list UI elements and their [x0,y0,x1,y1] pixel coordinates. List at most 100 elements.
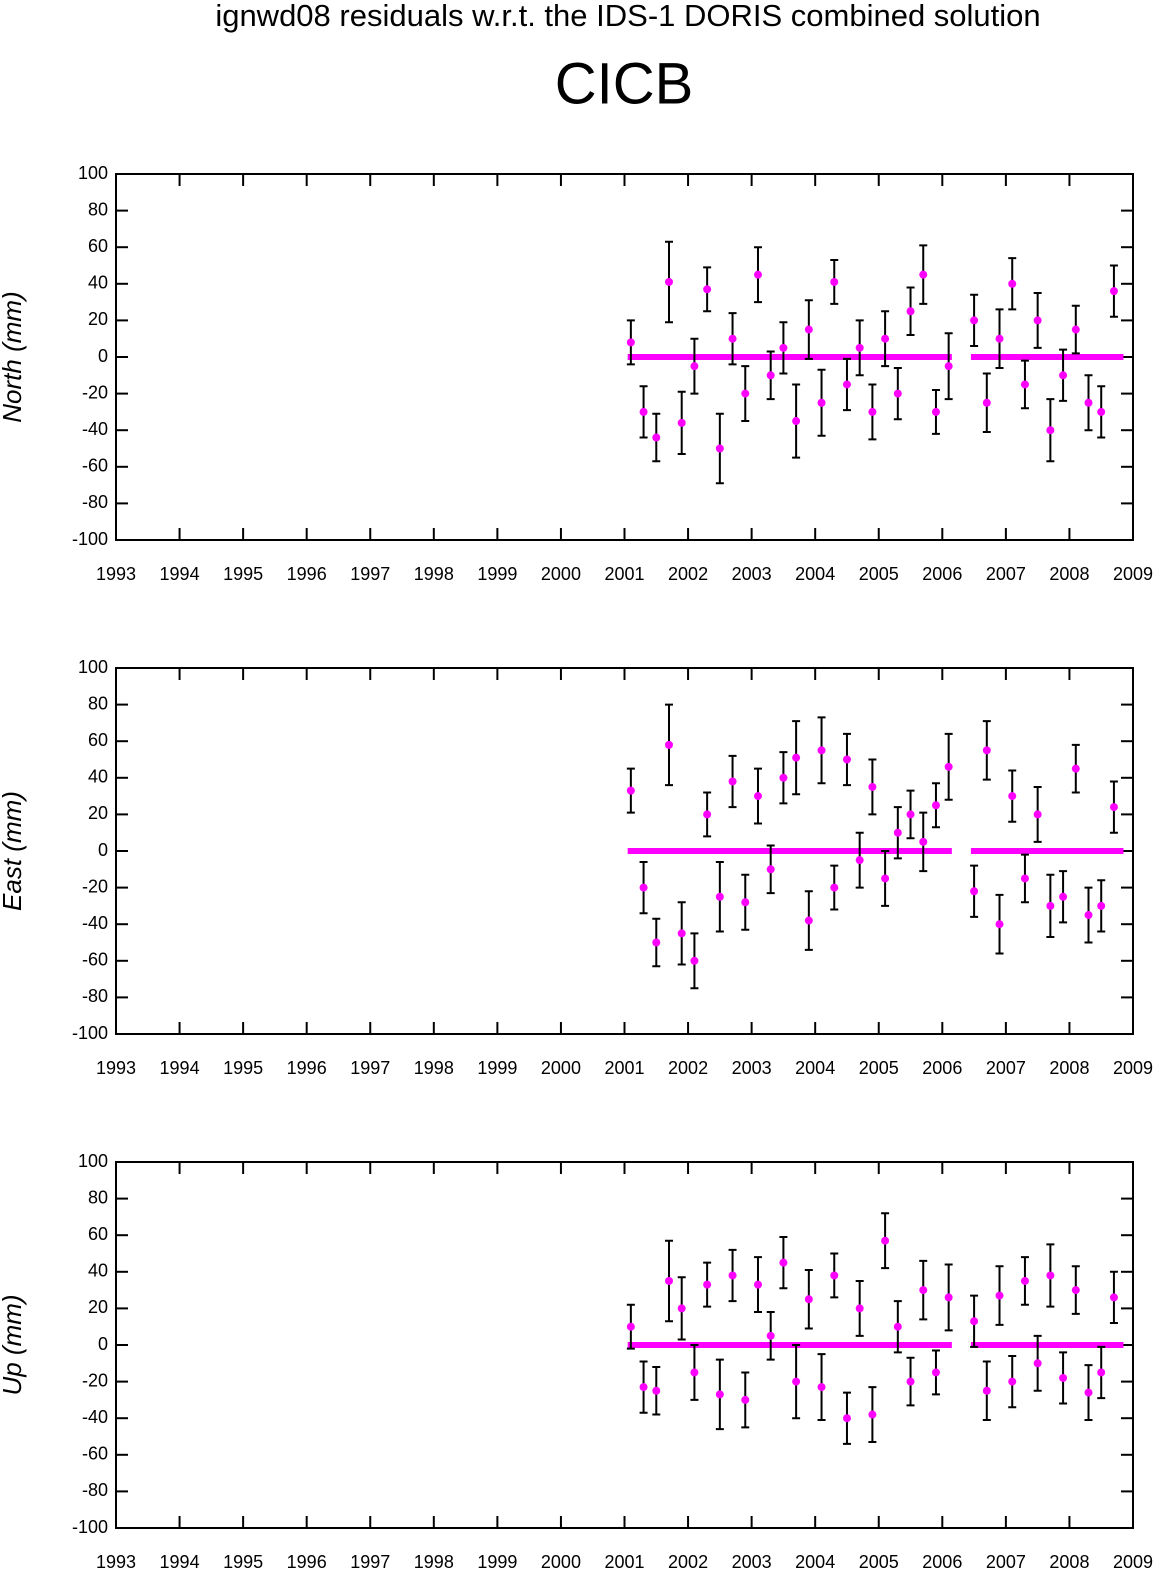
point [817,398,826,407]
point [766,1331,775,1340]
point [817,1383,826,1392]
point [868,782,877,791]
x-tick-label: 2004 [795,1058,835,1078]
point [690,1368,699,1377]
point [1008,792,1017,801]
x-tick-label: 2008 [1049,1058,1089,1078]
point [1059,892,1068,901]
point [753,1280,762,1289]
point [830,883,839,892]
point [1020,380,1029,389]
x-tick-label: 2008 [1049,564,1089,584]
point [1071,764,1080,773]
y-axis-label: North (mm) [0,291,27,422]
point [677,1304,686,1313]
point [1059,371,1068,380]
y-tick-label: 40 [88,273,108,293]
point [741,389,750,398]
x-tick-label: 2009 [1113,1058,1153,1078]
x-tick-label: 1997 [350,564,390,584]
x-tick-label: 2007 [986,564,1026,584]
point [868,1410,877,1419]
point [1020,1276,1029,1285]
x-tick-label: 2008 [1049,1552,1089,1572]
y-tick-label: -20 [82,1370,108,1390]
point [893,1322,902,1331]
point [766,371,775,380]
x-tick-label: 2006 [922,1552,962,1572]
point [1008,1377,1017,1386]
y-tick-label: -100 [72,1023,108,1043]
point [690,956,699,965]
x-tick-label: 1997 [350,1552,390,1572]
y-tick-label: 20 [88,1297,108,1317]
point [677,929,686,938]
point [804,325,813,334]
y-tick-label: 80 [88,1187,108,1207]
x-tick-label: 2005 [859,564,899,584]
point [1084,1388,1093,1397]
y-tick-label: 60 [88,236,108,256]
point [1071,1286,1080,1295]
point [893,828,902,837]
point [982,746,991,755]
x-tick-label: 2002 [668,564,708,584]
y-tick-label: 80 [88,693,108,713]
x-tick-label: 1998 [414,564,454,584]
x-tick-label: 2001 [604,1058,644,1078]
x-tick-label: 2006 [922,1058,962,1078]
point [1109,1293,1118,1302]
point [741,898,750,907]
y-axis-label: Up (mm) [0,1294,27,1395]
y-tick-label: 100 [78,1151,108,1171]
point [919,270,928,279]
point [715,892,724,901]
point [703,1280,712,1289]
x-tick-label: 1993 [96,1058,136,1078]
point [881,1236,890,1245]
point [639,407,648,416]
y-tick-label: -40 [82,419,108,439]
point [626,786,635,795]
x-tick-label: 2002 [668,1058,708,1078]
point [1033,1359,1042,1368]
point [728,777,737,786]
point [639,1383,648,1392]
point [995,920,1004,929]
point [881,334,890,343]
y-tick-label: 40 [88,1261,108,1281]
point [970,1317,979,1326]
point [1097,407,1106,416]
x-tick-label: 1993 [96,564,136,584]
point [1008,279,1017,288]
point [652,433,661,442]
x-tick-label: 2007 [986,1058,1026,1078]
x-tick-label: 1996 [287,564,327,584]
x-tick-label: 1999 [477,1058,517,1078]
point [881,874,890,883]
x-tick-label: 2004 [795,564,835,584]
point [931,407,940,416]
point [1046,901,1055,910]
point [766,865,775,874]
point [1020,874,1029,883]
y-axis-label: East (mm) [0,791,27,911]
point [906,1377,915,1386]
point [652,1386,661,1395]
y-tick-label: -40 [82,913,108,933]
point [830,277,839,286]
x-tick-label: 2003 [732,564,772,584]
y-tick-label: -100 [72,529,108,549]
y-tick-label: 0 [98,346,108,366]
point [1084,911,1093,920]
point [855,1304,864,1313]
point [995,334,1004,343]
point [779,343,788,352]
x-tick-label: 2009 [1113,564,1153,584]
point [1033,316,1042,325]
y-tick-label: 60 [88,1224,108,1244]
point [1059,1373,1068,1382]
y-tick-label: -20 [82,382,108,402]
y-tick-label: -20 [82,876,108,896]
